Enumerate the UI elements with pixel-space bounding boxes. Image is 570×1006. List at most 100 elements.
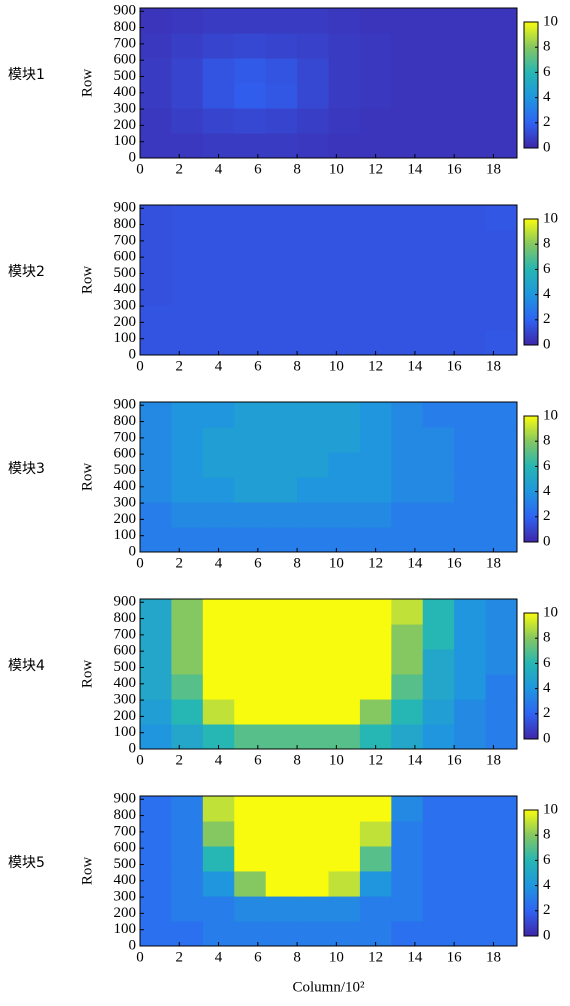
x-tick-label: 6 bbox=[254, 358, 262, 374]
heatmap-cell bbox=[359, 896, 392, 922]
colorbar-tick-label: 2 bbox=[543, 114, 551, 130]
colorbar bbox=[523, 415, 539, 543]
y-tick-label: 700 bbox=[114, 823, 137, 839]
heatmap-cell bbox=[359, 33, 392, 59]
heatmap-cell bbox=[265, 8, 298, 34]
heatmap-cell bbox=[265, 305, 298, 331]
heatmap-cell bbox=[297, 402, 329, 428]
heatmap-cell bbox=[485, 230, 518, 256]
heatmap-cell bbox=[454, 699, 487, 725]
x-tick-label: 10 bbox=[329, 752, 344, 768]
heatmap-cell bbox=[454, 33, 487, 59]
heatmap-cell bbox=[485, 845, 518, 872]
heatmap-cell bbox=[422, 402, 455, 428]
heatmap-cell bbox=[391, 796, 424, 822]
heatmap-cell bbox=[171, 33, 204, 59]
heatmap-cell bbox=[485, 871, 518, 897]
heatmap-cell bbox=[328, 796, 361, 822]
heatmap-cell bbox=[328, 402, 361, 428]
x-tick-label: 18 bbox=[486, 358, 501, 374]
heatmap-cell bbox=[202, 674, 235, 700]
heatmap-cell bbox=[328, 427, 361, 453]
y-axis-label: Row bbox=[79, 660, 95, 689]
heatmap-cell bbox=[171, 205, 204, 231]
x-tick-label: 16 bbox=[447, 358, 463, 374]
heatmap-cell bbox=[328, 526, 361, 553]
heatmap-cell bbox=[422, 723, 455, 750]
y-tick-label: 600 bbox=[114, 446, 137, 462]
y-tick-label: 400 bbox=[114, 872, 137, 888]
heatmap-cell bbox=[202, 427, 235, 453]
heatmap-cell bbox=[422, 871, 455, 897]
heatmap-cell bbox=[454, 402, 487, 428]
heatmap-cell bbox=[140, 132, 172, 159]
heatmap-cell bbox=[202, 33, 235, 59]
heatmap-cell bbox=[202, 477, 235, 503]
heatmap-cell bbox=[140, 205, 172, 231]
x-tick-label: 6 bbox=[254, 752, 262, 768]
heatmap-cell bbox=[297, 280, 329, 306]
heatmap-cell bbox=[328, 132, 361, 159]
heatmap-cell bbox=[328, 8, 361, 34]
heatmap-cell bbox=[234, 451, 267, 478]
heatmap-cell bbox=[485, 83, 518, 109]
heatmap-cell bbox=[391, 230, 424, 256]
heatmap-cell bbox=[485, 254, 518, 281]
x-tick-label: 10 bbox=[329, 161, 344, 177]
heatmap-cell bbox=[234, 329, 267, 356]
colorbar-tick-label: 2 bbox=[543, 902, 551, 918]
heatmap-cell bbox=[485, 305, 518, 331]
y-tick-label: 200 bbox=[114, 117, 137, 133]
heatmap-cell bbox=[297, 33, 329, 59]
heatmap-cell bbox=[485, 8, 518, 34]
heatmap-cell bbox=[391, 526, 424, 553]
heatmap-cell bbox=[422, 599, 455, 625]
heatmap-cell bbox=[265, 205, 298, 231]
heatmap-cell bbox=[265, 57, 298, 84]
heatmap-cell bbox=[422, 280, 455, 306]
heatmap-cell bbox=[140, 871, 172, 897]
heatmap-cell bbox=[202, 280, 235, 306]
panel-label: 模块4 bbox=[8, 658, 45, 674]
heatmap-cell bbox=[265, 132, 298, 159]
heatmap-cell bbox=[328, 699, 361, 725]
heatmap-cell bbox=[391, 674, 424, 700]
heatmap-cell bbox=[140, 699, 172, 725]
heatmap-cell bbox=[485, 526, 518, 553]
heatmap-cell bbox=[485, 648, 518, 675]
heatmap-cell bbox=[297, 329, 329, 356]
heatmap-cell bbox=[234, 796, 267, 822]
heatmap-cell bbox=[265, 402, 298, 428]
heatmap-cell bbox=[485, 723, 518, 750]
heatmap-cell bbox=[359, 83, 392, 109]
colorbar bbox=[523, 809, 539, 937]
colorbar-tick-label: 6 bbox=[543, 458, 551, 474]
heatmap-cell bbox=[422, 648, 455, 675]
heatmap-cell bbox=[171, 845, 204, 872]
colorbar-tick-label: 8 bbox=[543, 433, 551, 449]
heatmap-cell bbox=[391, 599, 424, 625]
x-tick-label: 14 bbox=[407, 555, 423, 571]
heatmap-cell bbox=[297, 8, 329, 34]
y-tick-label: 100 bbox=[114, 921, 137, 937]
heatmap-cell bbox=[391, 8, 424, 34]
x-tick-label: 14 bbox=[407, 752, 423, 768]
heatmap-cell bbox=[234, 526, 267, 553]
heatmap-cell bbox=[391, 205, 424, 231]
heatmap-cell bbox=[202, 8, 235, 34]
x-tick-label: 16 bbox=[447, 752, 463, 768]
heatmap-cell bbox=[328, 674, 361, 700]
y-tick-label: 400 bbox=[114, 84, 137, 100]
heatmap-cell bbox=[359, 451, 392, 478]
x-axis-label: Column/10² bbox=[292, 979, 365, 995]
heatmap-cell bbox=[265, 108, 298, 134]
y-tick-label: 400 bbox=[114, 675, 137, 691]
colorbar-tick-label: 6 bbox=[543, 655, 551, 671]
heatmap-cell bbox=[485, 205, 518, 231]
heatmap-cell bbox=[454, 427, 487, 453]
heatmap-cell bbox=[171, 674, 204, 700]
heatmap-cell bbox=[328, 599, 361, 625]
heatmap-cell bbox=[265, 896, 298, 922]
heatmap-cell bbox=[359, 427, 392, 453]
heatmap-cell bbox=[202, 648, 235, 675]
